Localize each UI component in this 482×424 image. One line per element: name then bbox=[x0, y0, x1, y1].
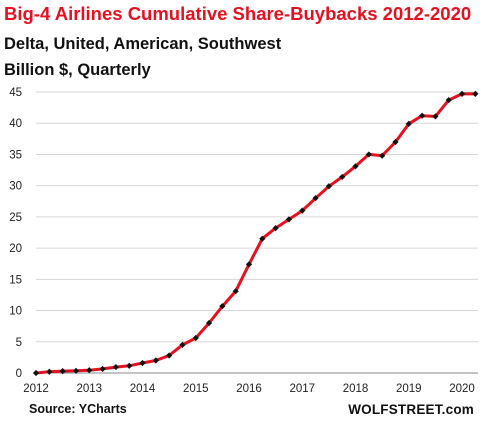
y-tick-label: 35 bbox=[9, 149, 22, 161]
data-point bbox=[126, 362, 133, 369]
data-point bbox=[99, 365, 106, 373]
x-tick-label: 2019 bbox=[396, 383, 422, 395]
data-point bbox=[32, 369, 40, 377]
x-tick-label: 2015 bbox=[183, 383, 209, 395]
data-point bbox=[245, 261, 253, 268]
x-axis-ticks: 2012 2013 2014 2015 2016 2017 2018 2019 2020 bbox=[23, 383, 475, 395]
chart-subtitle: Delta, United, American, Southwest bbox=[4, 35, 282, 53]
data-point bbox=[285, 216, 293, 223]
y-tick-label: 40 bbox=[9, 118, 22, 130]
y-tick-label: 30 bbox=[9, 181, 22, 193]
source-note: Source: YCharts bbox=[29, 402, 127, 416]
y-axis-ticks: 0 5 10 15 20 25 30 35 40 45 bbox=[9, 87, 22, 380]
data-point bbox=[139, 359, 146, 367]
chart-title: Big-4 Airlines Cumulative Share-Buybacks… bbox=[4, 3, 472, 24]
y-tick-label: 10 bbox=[9, 306, 22, 318]
data-point bbox=[205, 319, 213, 327]
x-tick-label: 2014 bbox=[130, 383, 156, 395]
data-point bbox=[112, 363, 119, 371]
data-point bbox=[86, 367, 93, 374]
x-tick-label: 2017 bbox=[289, 383, 315, 395]
gridlines bbox=[36, 91, 478, 374]
x-tick-label: 2020 bbox=[449, 383, 475, 395]
data-point bbox=[46, 368, 53, 375]
series-line bbox=[35, 92, 476, 375]
x-tick-label: 2013 bbox=[76, 383, 102, 395]
x-tick-label: 2016 bbox=[236, 383, 262, 395]
x-tick-label: 2012 bbox=[23, 383, 49, 395]
brand-logo-text: WOLFSTREET.com bbox=[348, 402, 474, 417]
x-tick-label: 2018 bbox=[343, 383, 369, 395]
series-buybacks bbox=[32, 90, 479, 377]
y-tick-label: 5 bbox=[16, 337, 22, 349]
y-tick-label: 25 bbox=[9, 212, 22, 224]
y-tick-label: 0 bbox=[16, 368, 22, 380]
y-tick-label: 20 bbox=[9, 243, 22, 255]
y-axis-unit-label: Billion $, Quarterly bbox=[4, 61, 151, 79]
y-tick-label: 45 bbox=[9, 87, 22, 99]
y-tick-label: 15 bbox=[9, 274, 22, 286]
